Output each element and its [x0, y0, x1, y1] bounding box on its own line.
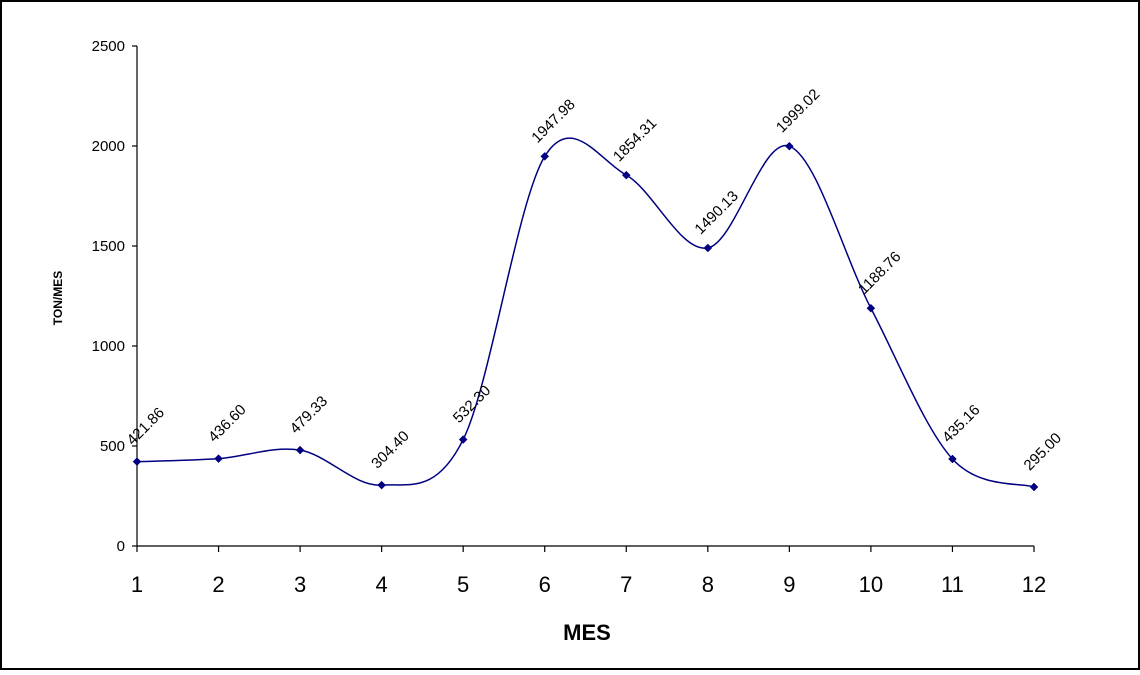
y-tick-label: 1500	[92, 238, 125, 255]
y-tick-label: 500	[100, 438, 125, 455]
x-tick-label: 2	[212, 572, 224, 597]
x-tick-label: 11	[941, 572, 964, 597]
y-tick-label: 2000	[92, 138, 125, 155]
y-tick-label: 2500	[92, 38, 125, 55]
y-tick-label: 1000	[92, 338, 125, 355]
data-point	[214, 454, 223, 464]
x-tick-label: 6	[539, 572, 551, 597]
data-point	[866, 303, 876, 313]
data-point	[785, 141, 794, 151]
data-point	[295, 445, 305, 455]
x-axis-title: MES	[563, 620, 611, 645]
data-point	[621, 170, 631, 180]
data-point	[377, 480, 386, 490]
x-tick-label: 10	[859, 572, 883, 597]
x-tick-label: 9	[783, 572, 795, 597]
data-point	[948, 454, 957, 464]
x-tick-label: 8	[702, 572, 714, 597]
data-point	[703, 243, 713, 253]
y-tick-label: 0	[117, 538, 125, 555]
x-axis-tick-labels: 1 2 3 4 5 6 7 8 9 10 11 12	[131, 572, 1046, 597]
markers	[132, 141, 1039, 492]
y-axis-tick-labels: 0 500 1000 1500 2000 2500	[92, 38, 125, 555]
x-tick-label: 4	[376, 572, 388, 597]
x-tick-label: 3	[294, 572, 306, 597]
x-tick-label: 12	[1022, 572, 1046, 597]
data-point	[132, 457, 142, 466]
series-layer	[136, 137, 1035, 488]
data-point	[458, 435, 468, 444]
series-line	[136, 137, 1035, 488]
x-tick-label: 1	[131, 572, 143, 597]
x-tick-label: 5	[457, 572, 469, 597]
data-point	[540, 152, 550, 161]
y-axis-title: TON/MES	[51, 271, 65, 325]
data-point	[1029, 482, 1039, 492]
x-tick-label: 7	[620, 572, 632, 597]
